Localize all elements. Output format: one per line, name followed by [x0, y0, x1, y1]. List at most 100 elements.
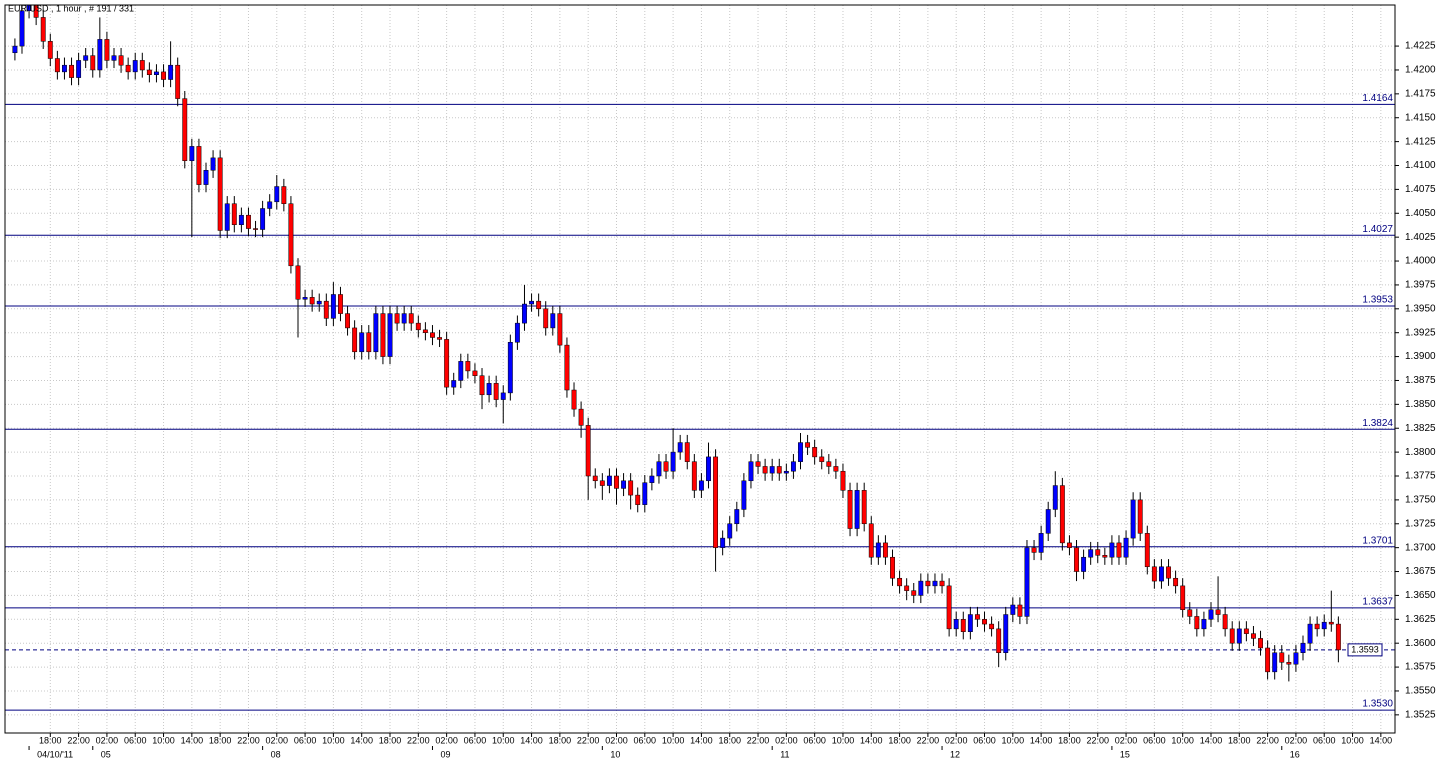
candle-body [238, 214, 244, 225]
candle-body [698, 480, 704, 491]
candle-body [1187, 609, 1193, 617]
candle-body [1300, 642, 1306, 653]
candle-body [253, 228, 258, 230]
candle-body [288, 203, 294, 267]
candle-body [1173, 577, 1179, 587]
candle-body [875, 542, 881, 558]
y-tick-label: 1.3525 [1405, 709, 1436, 720]
candle-body [1109, 542, 1115, 558]
x-tick-label: 02:00 [1285, 735, 1308, 745]
y-tick-label: 1.3675 [1405, 566, 1436, 577]
x-tick-label: 02:00 [605, 735, 628, 745]
y-tick-label: 1.3625 [1405, 614, 1436, 625]
candle-body [1307, 623, 1313, 644]
candle-body [175, 64, 181, 99]
candle-body [274, 186, 280, 203]
y-tick-label: 1.3925 [1405, 327, 1436, 338]
y-tick-label: 1.3850 [1405, 399, 1436, 410]
candle-body [741, 480, 747, 510]
x-tick-label: 10:00 [832, 735, 855, 745]
y-tick-label: 1.4000 [1405, 256, 1436, 267]
level-label: 1.3530 [1362, 699, 1393, 710]
candle-body [585, 425, 591, 477]
candle-body [1088, 549, 1094, 558]
x-tick-label: 06:00 [1143, 735, 1166, 745]
candle-body [1038, 533, 1044, 553]
candle-body [798, 442, 803, 462]
x-tick-label: 06:00 [973, 735, 996, 745]
x-tick-label: 22:00 [1086, 735, 1109, 745]
candle-body [1095, 549, 1101, 556]
candle-body [571, 389, 577, 410]
x-tick-label: 06:00 [124, 735, 147, 745]
candle-body [614, 475, 619, 489]
candle-body [642, 482, 648, 505]
candle-body [217, 157, 223, 231]
candle-body [1335, 623, 1341, 651]
date-tick-label: 08 [271, 749, 281, 759]
candle-body [1102, 555, 1108, 558]
candle-body [854, 490, 860, 529]
candle-body [83, 55, 89, 61]
candle-body [161, 71, 166, 80]
level-layer: 1.4164 1.4027 1.3953 1.3824 1.3701 1.3637 1.35… [5, 93, 1395, 711]
candle-body [465, 361, 471, 372]
x-tick-label: 18:00 [379, 735, 402, 745]
candle-body [1144, 533, 1150, 568]
candle-body [769, 466, 775, 474]
current-price-label: 1.3593 [1351, 644, 1379, 654]
candle-body [1031, 547, 1037, 553]
candle-body [748, 461, 754, 482]
candle-body [352, 327, 358, 353]
candle-body [953, 619, 959, 630]
x-tick-label: 22:00 [917, 735, 940, 745]
candle-body [97, 39, 103, 71]
candle-body [691, 461, 697, 491]
candle-body [967, 614, 973, 632]
candle-body [989, 623, 995, 630]
candle-body [628, 480, 634, 496]
candle-body [1222, 614, 1228, 630]
candle-body [168, 64, 174, 80]
x-tick-label: 02:00 [96, 735, 119, 745]
candle-body [1279, 652, 1285, 663]
candle-body [33, 5, 39, 18]
candle-body [840, 470, 846, 491]
candle-body [125, 64, 131, 73]
candle-body [19, 10, 25, 47]
candle-body [415, 322, 421, 331]
x-tick-label: 10:00 [492, 735, 515, 745]
y-tick-label: 1.4150 [1405, 112, 1436, 123]
candle-body [564, 344, 570, 391]
y-tick-label: 1.4125 [1405, 136, 1436, 147]
x-tick-label: 18:00 [1058, 735, 1081, 745]
candle-body [1081, 556, 1087, 572]
candle-body [196, 146, 202, 185]
level-label: 1.3701 [1362, 535, 1393, 546]
candle-body [401, 313, 407, 324]
axis-layer: 1.4225 1.4200 1.4175 1.4150 1.4125 1.4100 1.40… [28, 41, 1436, 759]
y-tick-label: 1.4200 [1405, 65, 1436, 76]
candle-body [267, 201, 273, 209]
y-tick-label: 1.3775 [1405, 471, 1436, 482]
x-tick-label: 10:00 [662, 735, 685, 745]
candle-body [451, 380, 457, 388]
candle-body [1194, 616, 1200, 630]
candle-body [1272, 652, 1278, 673]
candle-body [982, 619, 987, 625]
candle-body [1258, 638, 1263, 649]
candle-body [1166, 566, 1171, 579]
candle-body [677, 442, 683, 453]
candle-body [621, 480, 627, 489]
y-tick-label: 1.4075 [1405, 184, 1436, 195]
y-tick-label: 1.3575 [1405, 662, 1436, 673]
date-tick-label: 15 [1120, 749, 1130, 759]
candle-body [323, 300, 329, 319]
candle-body [762, 466, 768, 474]
x-tick-label: 18:00 [209, 735, 232, 745]
candle-body [437, 337, 442, 340]
candle-body [118, 55, 124, 66]
x-tick-label: 06:00 [803, 735, 826, 745]
level-label: 1.3637 [1362, 596, 1393, 607]
candle-body [182, 98, 188, 161]
